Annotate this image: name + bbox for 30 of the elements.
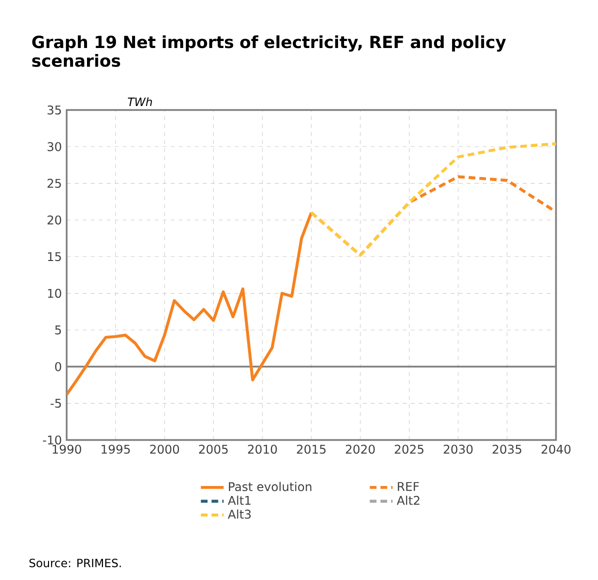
x-tick-label: 2025 bbox=[394, 444, 424, 454]
y-tick-label: 30 bbox=[48, 142, 62, 152]
legend-label: Alt2 bbox=[396, 496, 420, 505]
y-axis-title: TWh bbox=[128, 97, 152, 106]
legend-label: Alt1 bbox=[228, 496, 251, 505]
y-tick-label: 0 bbox=[55, 362, 62, 372]
y-tick-label: -5 bbox=[50, 398, 61, 408]
chart-title: Graph 19 Net imports of electricity, REF and policy scenarios bbox=[32, 35, 506, 67]
y-tick-label: -10 bbox=[42, 435, 62, 445]
legend-label: Alt3 bbox=[228, 509, 251, 519]
y-tick-label: 15 bbox=[48, 252, 61, 262]
y-tick-label: 10 bbox=[48, 288, 62, 298]
x-tick-label: 2005 bbox=[199, 444, 228, 454]
x-tick-label: 2000 bbox=[150, 444, 180, 454]
x-tick-label: 2040 bbox=[542, 444, 570, 454]
y-tick-label: 5 bbox=[55, 326, 61, 334]
x-tick-label: 1990 bbox=[52, 444, 82, 454]
x-tick-label: 2015 bbox=[296, 444, 326, 454]
x-tick-label: 2030 bbox=[444, 444, 473, 454]
legend-label: REF bbox=[398, 482, 419, 491]
x-tick-label: 2020 bbox=[346, 444, 375, 454]
line-series bbox=[310, 142, 556, 257]
x-tick-label: 1995 bbox=[102, 444, 130, 454]
source-note: Source: PRIMES. bbox=[29, 558, 121, 568]
x-tick-label: 2010 bbox=[248, 444, 277, 454]
y-tick-label: 35 bbox=[48, 105, 61, 115]
legend-label: Past evolution bbox=[228, 482, 312, 492]
x-tick-label: 2035 bbox=[492, 444, 522, 454]
y-tick-label: 25 bbox=[48, 178, 61, 188]
y-tick-label: 20 bbox=[48, 215, 62, 225]
